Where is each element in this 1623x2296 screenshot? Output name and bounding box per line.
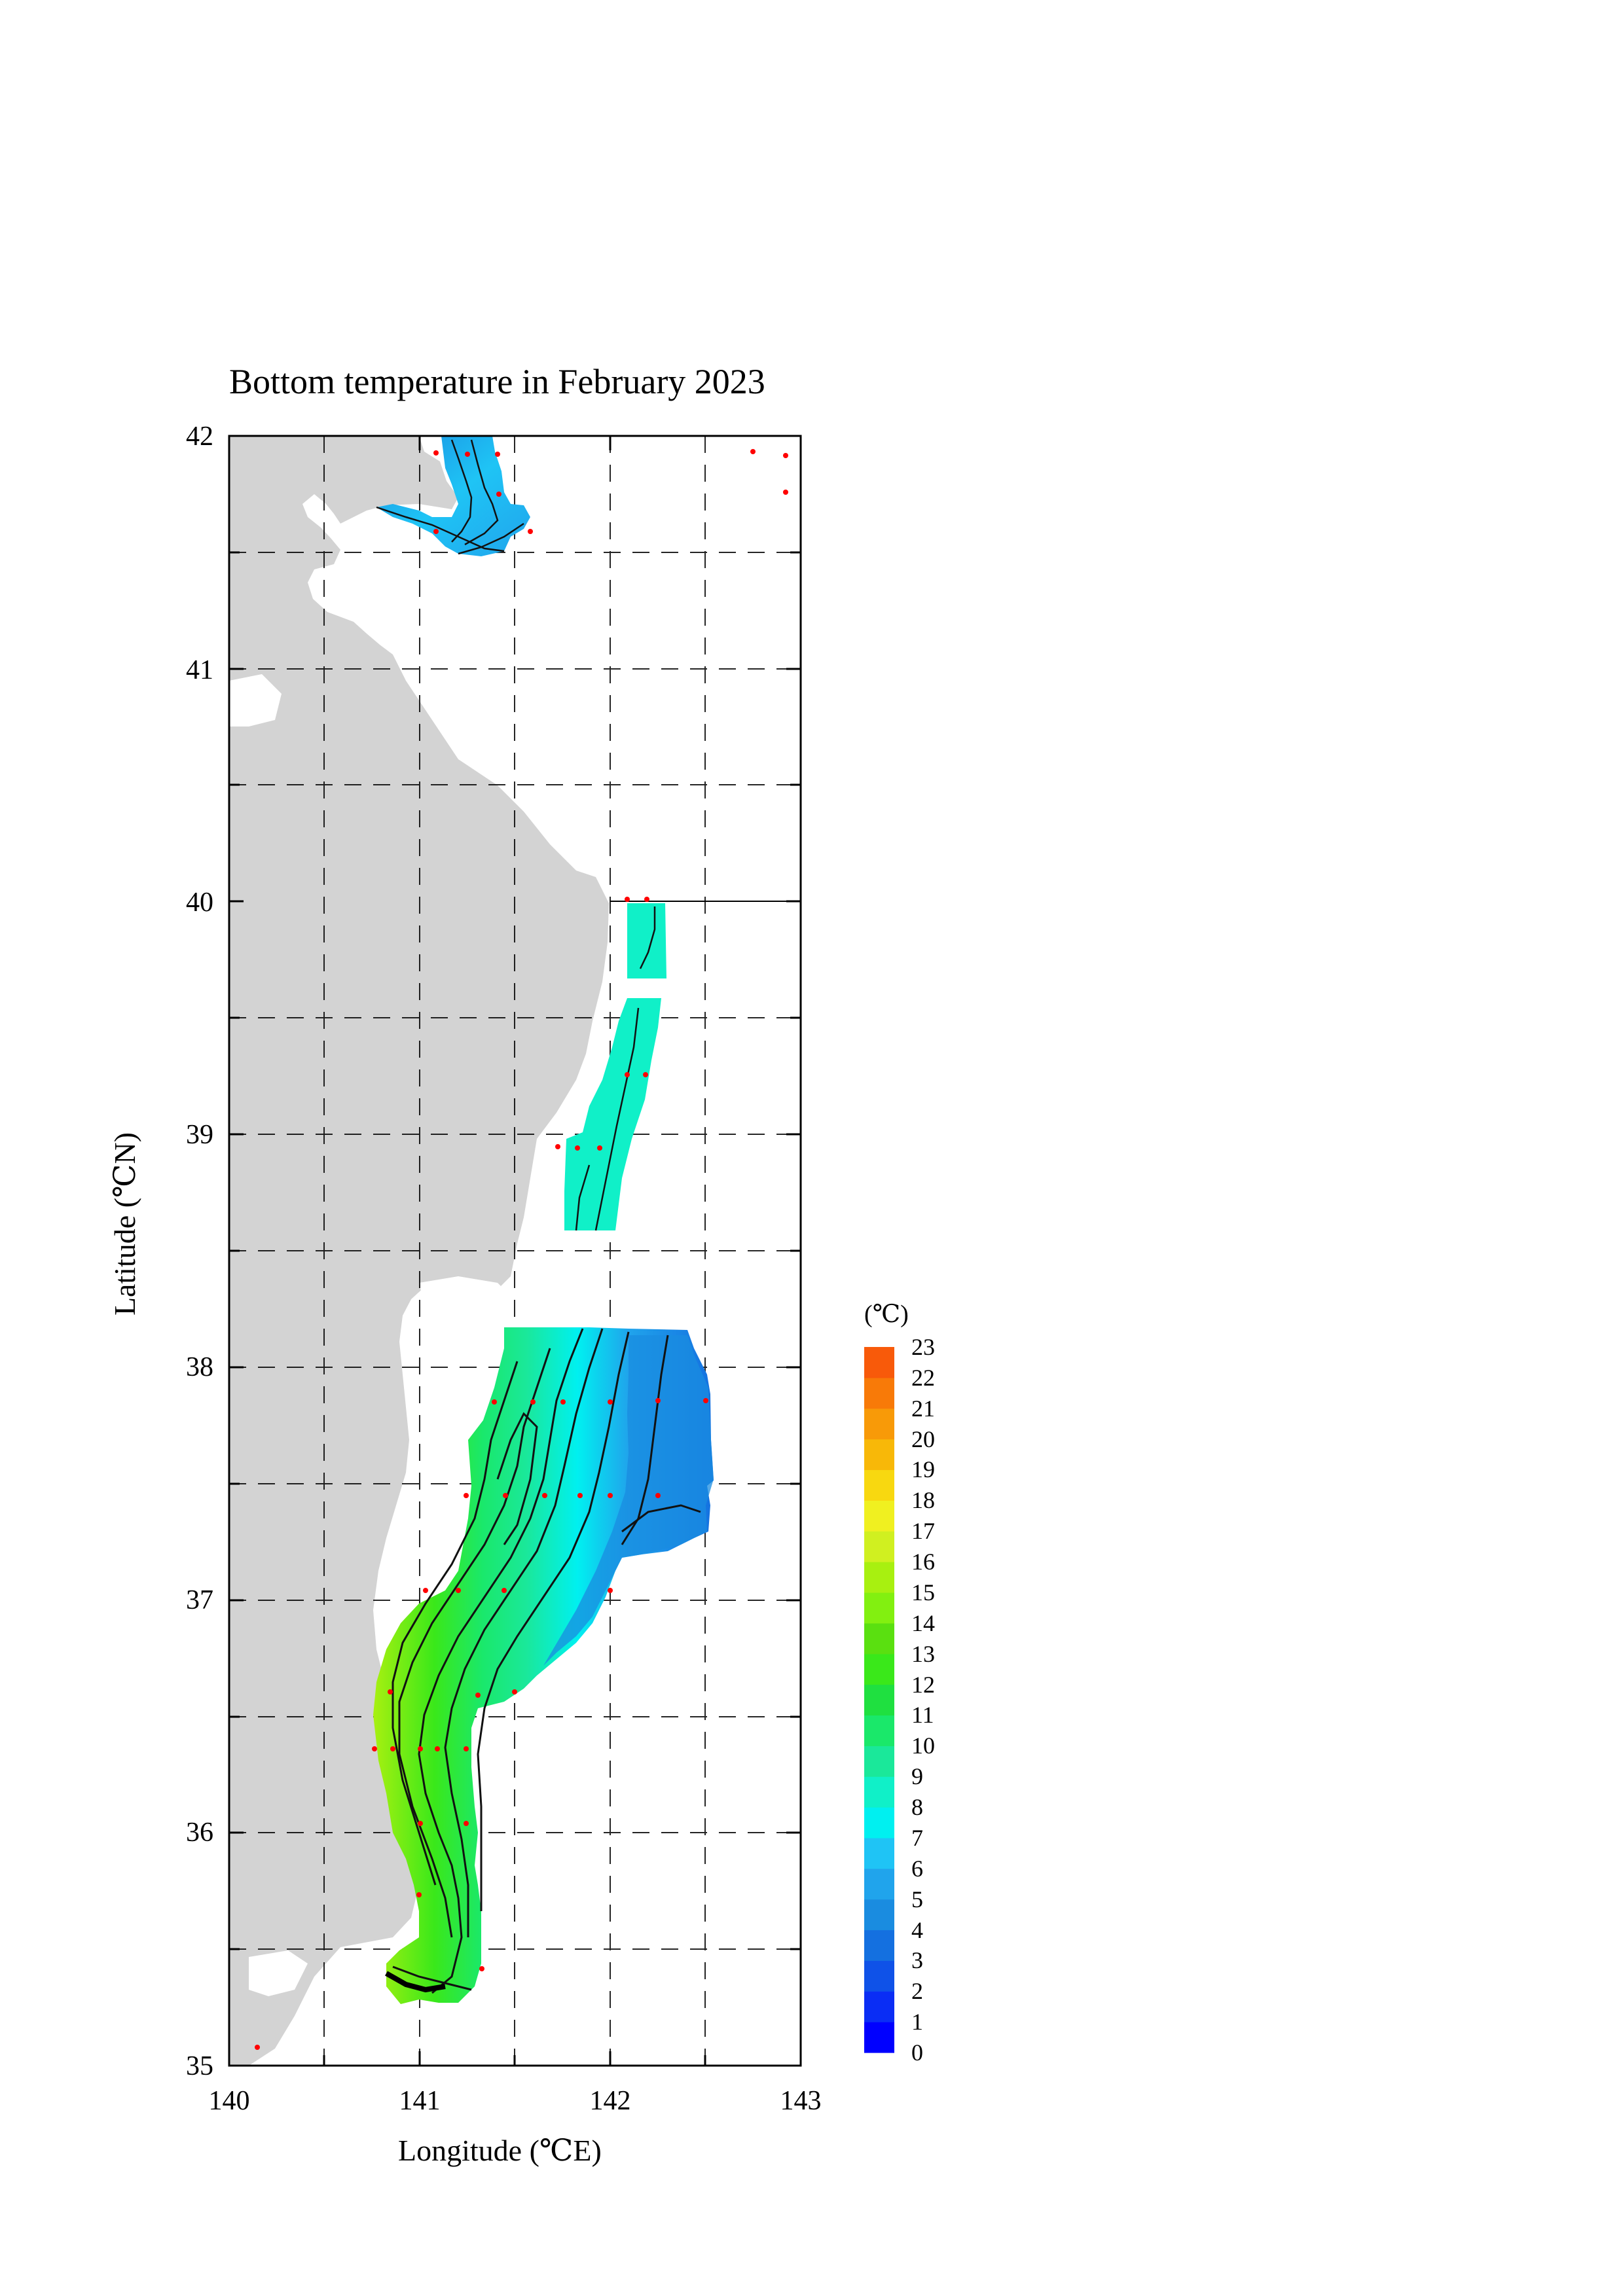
contour-lines-sanriku: [575, 906, 656, 1231]
colorbar-tick-label: 14: [911, 1609, 935, 1636]
colorbar-tick-label: 6: [911, 1855, 923, 1882]
x-tick-label: 140: [208, 2086, 250, 2116]
colorbar-band: [864, 1562, 894, 1593]
colorbar-tick-label: 4: [911, 1916, 923, 1943]
colorbar-band: [864, 2022, 894, 2053]
y-tick-label: 41: [186, 655, 213, 685]
coastal-boundary: [385, 1971, 446, 1993]
y-tick-label: 42: [186, 422, 213, 452]
bay-water: [249, 1950, 308, 1996]
colorbar-tick-label: 0: [911, 2039, 923, 2066]
colorbar-band: [864, 1408, 894, 1440]
colorbar-band: [864, 1960, 894, 1992]
colorbar-band: [864, 1807, 894, 1839]
temperature-region-sanriku: [564, 998, 661, 1230]
observation-stations: [255, 449, 788, 2050]
map-title: Bottom temperature in February 2023: [229, 362, 765, 401]
colorbar-band: [864, 1991, 894, 2022]
colorbar-band: [864, 1377, 894, 1409]
colorbar-tick-label: 5: [911, 1886, 923, 1912]
colorbar-tick-label: 3: [911, 1947, 923, 1974]
colorbar-tick-label: 19: [911, 1456, 935, 1483]
temperature-region-sanriku-north: [627, 903, 666, 978]
colorbar-band: [864, 1746, 894, 1777]
colorbar-tick-label: 10: [911, 1732, 935, 1759]
y-tick-label: 36: [186, 1818, 213, 1848]
colorbar-tick-label: 1: [911, 2009, 923, 2036]
colorbar-band: [864, 1469, 894, 1501]
colorbar-tick-label: 12: [911, 1671, 935, 1698]
bay-water: [419, 1276, 511, 1316]
colorbar-tick-label: 16: [911, 1549, 935, 1575]
colorbar-band: [864, 1868, 894, 1900]
colorbar-band: [864, 1715, 894, 1746]
y-tick-label: 35: [186, 2051, 213, 2081]
temperature-region-offshore: [543, 1335, 714, 1666]
colorbar-tick-label: 15: [911, 1579, 935, 1605]
colorbar-tick-label: 9: [911, 1763, 923, 1790]
colorbar-band: [864, 1837, 894, 1869]
y-tick-label: 40: [186, 888, 213, 918]
colorbar-tick-label: 13: [911, 1640, 935, 1667]
colorbar-tick-label: 21: [911, 1395, 935, 1422]
colorbar-band: [864, 1929, 894, 1961]
colorbar-band: [864, 1653, 894, 1685]
colorbar-tick-label: 2: [911, 1978, 923, 2005]
bay-water: [367, 556, 432, 632]
colorbar-band: [864, 1439, 894, 1471]
colorbar-unit: (℃): [864, 1300, 909, 1328]
colorbar-tick-label: 18: [911, 1487, 935, 1514]
colorbar-tick-label: 11: [911, 1702, 934, 1729]
colorbar-tick-label: 7: [911, 1824, 923, 1851]
map-plot-area: [229, 436, 801, 2066]
x-tick-label: 141: [399, 2086, 441, 2116]
axis-ticks: [229, 435, 801, 2066]
contour-lines-south: [392, 1328, 701, 1994]
colorbar-band: [864, 1899, 894, 1931]
x-axis-title: Longitude (℃E): [398, 2134, 602, 2167]
colorbar-band: [864, 1623, 894, 1655]
y-tick-label: 37: [186, 1585, 213, 1615]
colorbar: [864, 1347, 894, 2053]
bay-water: [229, 674, 282, 726]
colorbar-band: [864, 1776, 894, 1808]
colorbar-tick-label: 23: [911, 1334, 935, 1360]
colorbar-band: [864, 1500, 894, 1532]
colorbar-tick-label: 8: [911, 1794, 923, 1821]
contour-lines-north: [376, 439, 524, 555]
colorbar-tick-label: 17: [911, 1518, 935, 1545]
colorbar-band: [864, 1684, 894, 1716]
colorbar-band: [864, 1347, 894, 1378]
x-tick-label: 143: [780, 2086, 822, 2116]
colorbar-band: [864, 1592, 894, 1624]
colorbar-tick-label: 22: [911, 1364, 935, 1391]
grid-lines: [229, 436, 801, 2066]
y-tick-label: 38: [186, 1352, 213, 1382]
x-tick-label: 142: [589, 2086, 631, 2116]
colorbar-tick-label: 20: [911, 1426, 935, 1452]
y-tick-label: 39: [186, 1120, 213, 1150]
colorbar-band: [864, 1531, 894, 1562]
